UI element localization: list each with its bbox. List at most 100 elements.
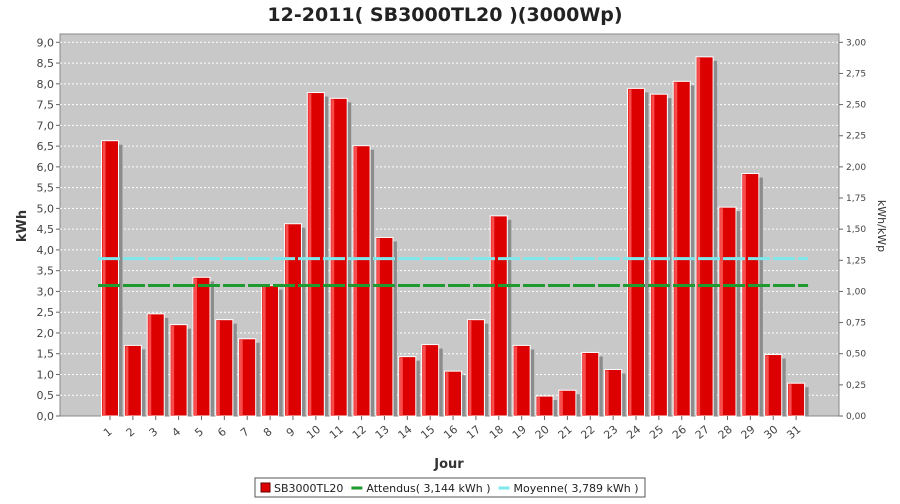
bar-highlight — [582, 353, 586, 416]
x-tick-label: 6 — [215, 425, 229, 439]
legend-label: Attendus( 3,144 kWh ) — [366, 482, 490, 495]
bar-highlight — [285, 224, 289, 416]
bar-highlight — [559, 391, 563, 416]
y-tick-label: 3,5 — [37, 265, 55, 278]
bar-highlight — [125, 346, 129, 416]
x-tick-label: 2 — [124, 425, 138, 439]
bar-highlight — [239, 339, 243, 416]
x-tick-label: 25 — [647, 423, 666, 442]
x-tick-label: 20 — [533, 423, 552, 442]
x-tick-label: 1 — [101, 425, 115, 439]
x-tick-label: 30 — [761, 423, 780, 442]
bar-highlight — [308, 93, 312, 416]
bars-layer — [101, 56, 809, 417]
x-tick-label: 22 — [578, 423, 597, 442]
y2-tick-label: 1,25 — [846, 256, 866, 266]
y-tick-label: 2,5 — [37, 306, 55, 319]
y-tick-label: 2,0 — [37, 327, 55, 340]
x-tick-label: 29 — [739, 423, 758, 442]
x-tick-label: 26 — [670, 423, 689, 442]
y-tick-label: 8,0 — [37, 78, 55, 91]
bar-highlight — [399, 357, 403, 416]
x-tick-label: 11 — [327, 423, 346, 442]
y2-axis-label: kWh/kWp — [875, 200, 888, 252]
x-tick-label: 14 — [396, 423, 415, 442]
y-tick-label: 5,5 — [37, 182, 55, 195]
y-tick-label: 3,0 — [37, 285, 55, 298]
y2-tick-label: 1,00 — [846, 287, 866, 297]
y-tick-label: 8,5 — [37, 57, 55, 70]
x-tick-label: 10 — [304, 423, 323, 442]
legend-swatch — [260, 482, 271, 493]
x-tick-label: 16 — [441, 423, 460, 442]
y2-tick-label: 2,00 — [846, 163, 866, 173]
x-tick-label: 24 — [624, 423, 643, 442]
x-tick-label: 18 — [487, 423, 506, 442]
bar-highlight — [491, 216, 495, 416]
bar-highlight — [171, 325, 175, 416]
x-tick-label: 28 — [716, 423, 735, 442]
bar-highlight — [742, 174, 746, 416]
y2-tick-label: 0,00 — [846, 412, 866, 422]
x-tick-label: 19 — [510, 423, 529, 442]
bar-highlight — [719, 208, 723, 416]
bar-highlight — [148, 314, 152, 416]
bar-highlight — [788, 384, 792, 416]
x-axis: 1 2 3 4 5 6 7 8 9 10 11 12 13 14 15 16 17 18 19 20 21 22 23 24 2… — [101, 416, 803, 442]
bar-highlight — [422, 345, 426, 416]
y-tick-label: 5,0 — [37, 202, 55, 215]
bar-highlight — [514, 346, 518, 416]
x-tick-label: 21 — [556, 423, 575, 442]
left-axis: 0,0 0,5 1,0 1,5 2,0 2,5 3,0 3,5 4,0 4,5 5,0 5,5 6,0 6… — [37, 36, 60, 423]
y2-tick-label: 2,50 — [846, 101, 866, 111]
bar-highlight — [605, 370, 609, 416]
bar-highlight — [697, 57, 701, 417]
x-axis-label: Jour — [433, 457, 464, 472]
y-tick-label: 0,5 — [37, 389, 55, 402]
x-tick-label: 8 — [261, 425, 275, 439]
chart-title: 12-2011( SB3000TL20 )(3000Wp) — [267, 4, 622, 26]
y2-tick-label: 1,75 — [846, 194, 866, 204]
x-tick-label: 31 — [784, 423, 803, 442]
x-tick-label: 13 — [373, 423, 392, 442]
x-tick-label: 12 — [350, 423, 369, 442]
y2-tick-label: 2,75 — [846, 69, 866, 79]
x-tick-label: 3 — [147, 425, 161, 439]
bar-highlight — [674, 82, 678, 417]
y-tick-label: 1,5 — [37, 348, 55, 361]
y-tick-label: 7,5 — [37, 99, 55, 112]
bar-highlight — [468, 320, 472, 416]
bar-highlight — [354, 146, 358, 416]
y-tick-label: 4,0 — [37, 244, 55, 257]
y-tick-label: 6,5 — [37, 140, 55, 153]
y2-tick-label: 0,75 — [846, 319, 866, 329]
bar-highlight — [193, 278, 197, 416]
bar-highlight — [537, 397, 541, 416]
bar-highlight — [651, 95, 655, 417]
x-tick-label: 23 — [601, 423, 620, 442]
bar-highlight — [262, 286, 266, 416]
x-tick-label: 15 — [418, 423, 437, 442]
y-tick-label: 6,0 — [37, 161, 55, 174]
bar-highlight — [765, 355, 769, 416]
x-tick-label: 9 — [284, 425, 298, 439]
y-tick-label: 1,0 — [37, 368, 55, 381]
y2-tick-label: 0,50 — [846, 350, 866, 360]
x-tick-label: 7 — [238, 425, 252, 439]
x-tick-label: 17 — [464, 423, 483, 442]
y-tick-label: 7,0 — [37, 119, 55, 132]
x-tick-label: 27 — [693, 423, 712, 442]
legend-label: Moyenne( 3,789 kWh ) — [514, 482, 639, 495]
y2-tick-label: 2,25 — [846, 132, 866, 142]
bar-highlight — [628, 89, 632, 416]
bar-highlight — [376, 238, 380, 416]
y2-tick-label: 3,00 — [846, 38, 866, 48]
y-tick-label: 9,0 — [37, 36, 55, 49]
legend-label: SB3000TL20 — [274, 482, 343, 495]
y2-tick-label: 1,50 — [846, 225, 866, 235]
bar-highlight — [445, 372, 449, 416]
right-axis: 0,00 0,25 0,50 0,75 1,00 1,25 1,50 1,75 2,00 2,25… — [839, 38, 866, 422]
legend: SB3000TL20 Attendus( 3,144 kWh ) Moyenne( … — [254, 477, 646, 498]
